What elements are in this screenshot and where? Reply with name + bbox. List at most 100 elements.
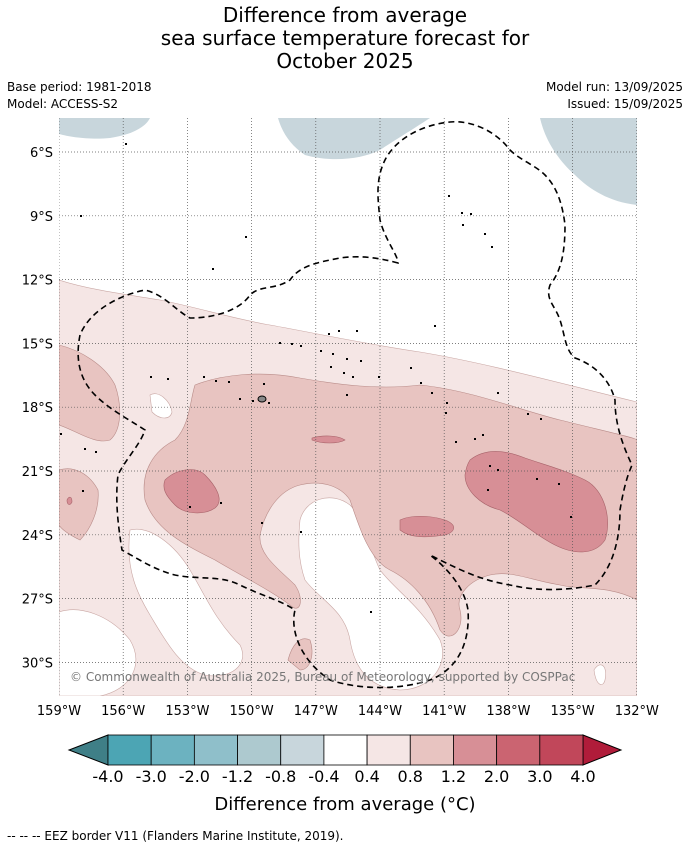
lat-label: 12°S [22,274,53,289]
island-dot [332,353,334,355]
colorbar-bin [193,734,238,766]
island-dot [300,345,302,347]
model-name: Model: ACCESS-S2 [7,97,119,111]
colorbar-bin [366,734,411,766]
model-run: Model run: 13/09/2025 [545,80,683,94]
colorbar-bin [409,734,454,766]
island-dot [420,382,422,384]
base-period: Base period: 1981-2018 [7,80,152,94]
lat-label: 30°S [22,656,53,671]
colorbar-bin [150,734,195,766]
colorbar-tick-label: 0.4 [354,767,379,786]
colorbar-bin [323,734,368,766]
meta-right: Model run: 13/09/2025 Issued: 15/09/2025 [546,79,683,113]
island-dot [338,330,340,332]
island-dot [220,502,222,504]
island-dot [446,402,448,404]
near-average-patch-2 [128,528,243,677]
island-large [257,395,267,403]
island-dot [189,506,191,508]
colorbar-bin [539,734,584,766]
lon-label: 159°W [37,704,81,719]
island-dot [330,366,332,368]
title-line-1: Difference from average [222,3,468,27]
colorbar-tick-label: 1.2 [441,767,466,786]
island-dot [261,522,263,524]
island-dot [434,325,436,327]
island-dot [60,433,62,435]
anomaly-band-medium-west [59,344,120,442]
island-dot [448,195,450,197]
island-dot [95,451,97,453]
island-dot [410,367,412,369]
island-dot [268,402,270,404]
island-dot [203,376,205,378]
colorbar-tick-label: -0.8 [265,767,296,786]
cool-anomaly-nw [59,118,150,139]
colorbar-tick-label: 3.0 [527,767,552,786]
island-dot [497,392,499,394]
colorbar-tick-label: 2.0 [484,767,509,786]
island-dot [343,372,345,374]
lat-label: 6°S [30,146,53,161]
lat-label: 27°S [22,593,53,608]
island-dot [352,376,354,378]
island-dot [570,516,572,518]
island-dot [245,236,247,238]
colorbar-bin [237,734,282,766]
title-line-2: sea surface temperature forecast for [160,26,530,50]
colorbar-over-arrow [582,734,623,766]
colorbar: -4.0 -3.0 -2.0 -1.2 -0.8 -0.4 0.4 0.8 1.2 2.0 3.0 4… [67,734,623,786]
meta-left: Base period: 1981-2018 Model: ACCESS-S2 [7,79,152,113]
island-dot [212,268,214,270]
colorbar-tick-label: -4.0 [92,767,123,786]
anomaly-band-medium-sw [59,468,99,541]
near-average-patch-5 [593,664,606,685]
colorbar-tick-label: -3.0 [136,767,167,786]
cool-anomaly-ne [540,118,637,205]
island-dot [455,441,457,443]
lon-label: 144°W [358,704,402,719]
eez-legend: -- -- -- EEZ border V11 (Flanders Marine… [7,829,344,843]
colorbar-tick-label: -1.2 [222,767,253,786]
island-dot [328,333,330,335]
anomaly-patch-strong-west [163,469,220,514]
island-dot [491,246,493,248]
colorbar-bin [496,734,541,766]
grid-lines [59,118,637,696]
lat-label: 24°S [22,529,53,544]
lon-label: 135°W [551,704,595,719]
latitude-labels: 6°S 9°S 12°S 15°S 18°S 21°S 24°S 27°S 30°S [22,146,53,671]
near-average-patch-3 [59,609,137,696]
map-area: © Commonwealth of Australia 2025, Bureau… [59,118,637,696]
island-dot [527,413,529,415]
island-dot [356,330,358,332]
island-dot [84,448,86,450]
island-dot [461,212,463,214]
lat-label: 18°S [22,401,53,416]
colorbar-tick-label: -0.4 [308,767,339,786]
lat-label: 21°S [22,465,53,480]
island-dot [431,392,433,394]
island-dot [462,224,464,226]
island-dot [279,342,281,344]
colorbar-tick-label: 4.0 [570,767,595,786]
island-dot [291,343,293,345]
island-dot [360,360,362,362]
lon-label: 141°W [422,704,466,719]
island-dot [558,483,560,485]
island-dot [320,350,322,352]
island-dot [82,490,84,492]
map-title: Difference from average sea surface temp… [0,4,690,73]
lon-label: 138°W [486,704,530,719]
island-dot [125,143,127,145]
island-dot [497,469,499,471]
island-dot [239,398,241,400]
lon-label: 156°W [101,704,145,719]
islands [60,143,572,613]
island-dot [484,233,486,235]
lon-label: 132°W [615,704,659,719]
anomaly-patch-strong-small [311,435,346,444]
eez-borders [77,120,633,689]
